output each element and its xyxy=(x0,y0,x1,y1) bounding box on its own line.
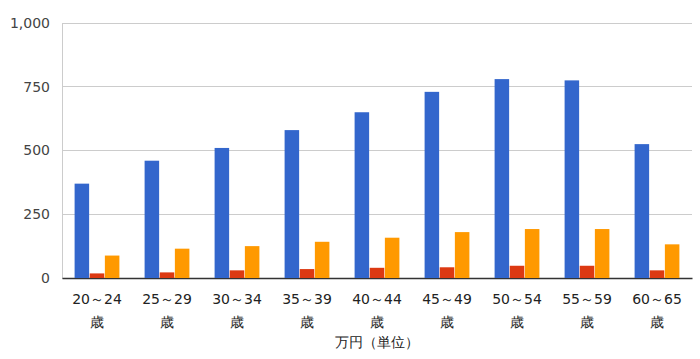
x-tick-label-line: 45～49 xyxy=(422,291,472,307)
x-tick-label-line: 歳 xyxy=(510,314,524,330)
bar xyxy=(105,256,120,278)
bar xyxy=(285,130,300,278)
bar xyxy=(145,161,160,278)
x-tick-label-line: 歳 xyxy=(230,314,244,330)
bar xyxy=(75,184,90,278)
x-tick-label-line: 歳 xyxy=(160,314,174,330)
bar xyxy=(425,92,440,278)
x-tick: 25～29 歳 xyxy=(142,291,192,330)
x-tick-label-line: 歳 xyxy=(300,314,314,330)
x-tick-label-line: 歳 xyxy=(440,314,454,330)
bar xyxy=(510,266,525,278)
x-tick-label-line: 55～59 xyxy=(562,291,612,307)
bar xyxy=(495,79,510,278)
y-tick: 1,000 xyxy=(10,15,62,31)
grid xyxy=(62,23,692,278)
x-tick-label-line: 歳 xyxy=(580,314,594,330)
x-tick: 35～39 歳 xyxy=(282,291,332,330)
y-tick-label: 1,000 xyxy=(10,15,50,31)
series xyxy=(75,79,650,278)
bar xyxy=(440,267,455,278)
x-axis: 20～24歳25～29歳30～34歳35～39歳40～44歳45～49歳50～5… xyxy=(63,279,693,331)
x-tick: 20～24 歳 xyxy=(72,291,122,330)
y-tick: 250 xyxy=(23,206,62,222)
bar xyxy=(385,238,400,278)
y-tick-label: 0 xyxy=(41,270,50,286)
bar xyxy=(665,244,680,278)
x-tick-label-line: 60～65 xyxy=(632,291,682,307)
y-tick-label: 500 xyxy=(23,142,50,158)
y-tick-label: 750 xyxy=(23,79,50,95)
x-tick: 60～65 歳 xyxy=(632,291,682,330)
x-tick: 50～54 歳 xyxy=(492,291,542,330)
chart-container: 02505007501,00020～24歳25～29歳30～34歳35～39歳4… xyxy=(0,0,700,359)
x-axis-title: 万円（単位） xyxy=(335,334,419,350)
bar xyxy=(175,249,190,278)
y-tick-label: 250 xyxy=(23,206,50,222)
grid-line xyxy=(62,150,692,151)
bar xyxy=(230,270,245,278)
x-tick-label-line: 歳 xyxy=(370,314,384,330)
x-tick-label-line: 歳 xyxy=(650,314,664,330)
plot: 02505007501,00020～24歳25～29歳30～34歳35～39歳4… xyxy=(10,15,693,330)
y-axis-line xyxy=(62,24,63,279)
grid-line xyxy=(62,86,692,87)
x-tick-label-line: 35～39 xyxy=(282,291,332,307)
x-tick-label: 50～54 歳 xyxy=(492,291,542,330)
series xyxy=(105,229,680,278)
x-tick-label: 35～39 歳 xyxy=(282,291,332,330)
x-tick-label-line: 歳 xyxy=(90,314,104,330)
x-tick-label: 60～65 歳 xyxy=(632,291,682,330)
bar xyxy=(595,229,610,278)
bar xyxy=(245,246,260,278)
y-tick: 750 xyxy=(23,79,62,95)
x-tick-label: 45～49 歳 xyxy=(422,291,472,330)
bar xyxy=(215,148,230,278)
bar xyxy=(580,266,595,278)
x-tick-label-line: 50～54 xyxy=(492,291,542,307)
x-tick-label: 25～29 歳 xyxy=(142,291,192,330)
x-tick-label-line: 40～44 xyxy=(352,291,402,307)
bar xyxy=(650,270,665,278)
bar xyxy=(300,269,315,278)
bar xyxy=(565,80,580,278)
x-tick-label: 40～44 歳 xyxy=(352,291,402,330)
chart-svg: 02505007501,00020～24歳25～29歳30～34歳35～39歳4… xyxy=(0,0,700,359)
bar xyxy=(525,229,540,278)
x-tick: 40～44 歳 xyxy=(352,291,402,330)
bar xyxy=(355,112,370,278)
x-tick-label: 55～59 歳 xyxy=(562,291,612,330)
bar xyxy=(160,272,175,278)
bars-inner xyxy=(75,79,680,278)
bar xyxy=(370,268,385,278)
x-tick-label-line: 30～34 xyxy=(212,291,262,307)
x-tick-label-line: 20～24 xyxy=(72,291,122,307)
x-tick-label: 20～24 歳 xyxy=(72,291,122,330)
y-tick: 500 xyxy=(23,142,62,158)
bar xyxy=(455,232,470,278)
bars xyxy=(75,79,680,278)
grid-line xyxy=(62,23,692,24)
x-tick: 55～59 歳 xyxy=(562,291,612,330)
x-tick-label: 30～34 歳 xyxy=(212,291,262,330)
x-tick: 45～49 歳 xyxy=(422,291,472,330)
y-tick: 0 xyxy=(41,270,62,286)
x-tick: 30～34 歳 xyxy=(212,291,262,330)
bar xyxy=(90,273,105,278)
bar xyxy=(315,242,330,278)
x-tick-label-line: 25～29 xyxy=(142,291,192,307)
y-axis: 0 250 500 750 1,000 xyxy=(10,15,63,286)
bar xyxy=(635,144,650,278)
